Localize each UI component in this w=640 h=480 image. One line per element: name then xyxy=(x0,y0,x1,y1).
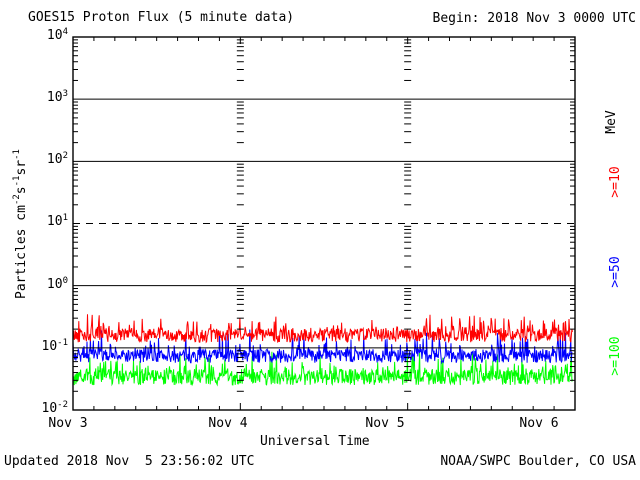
y-tick-1e1: 101 xyxy=(46,213,68,229)
y-tick-1e4: 104 xyxy=(46,27,68,43)
x-tick-nov4: Nov 4 xyxy=(208,416,248,431)
y-tick-1e3: 103 xyxy=(46,89,68,105)
y-axis-title: Particles cm -2 s -1 sr -1 xyxy=(12,149,29,299)
x-tick-nov3: Nov 3 xyxy=(48,416,88,431)
page-title: GOES15 Proton Flux (5 minute data) xyxy=(28,10,295,25)
updated-timestamp: Updated 2018 Nov 5 23:56:02 UTC xyxy=(4,454,255,469)
x-axis-title: Universal Time xyxy=(260,434,370,449)
legend-ge100: >=100 xyxy=(608,336,623,376)
source-credit: NOAA/SWPC Boulder, CO USA xyxy=(440,454,636,469)
begin-label: Begin: 2018 Nov 3 0000 UTC xyxy=(432,11,637,26)
x-tick-nov6: Nov 6 xyxy=(519,416,559,431)
x-tick-nov5: Nov 5 xyxy=(365,416,405,431)
y-tick-1e-1: 10-1 xyxy=(41,338,69,354)
y-tick-1e-2: 10-2 xyxy=(41,400,69,416)
y-tick-1e0: 100 xyxy=(46,276,68,292)
y-tick-1e2: 102 xyxy=(46,151,68,167)
